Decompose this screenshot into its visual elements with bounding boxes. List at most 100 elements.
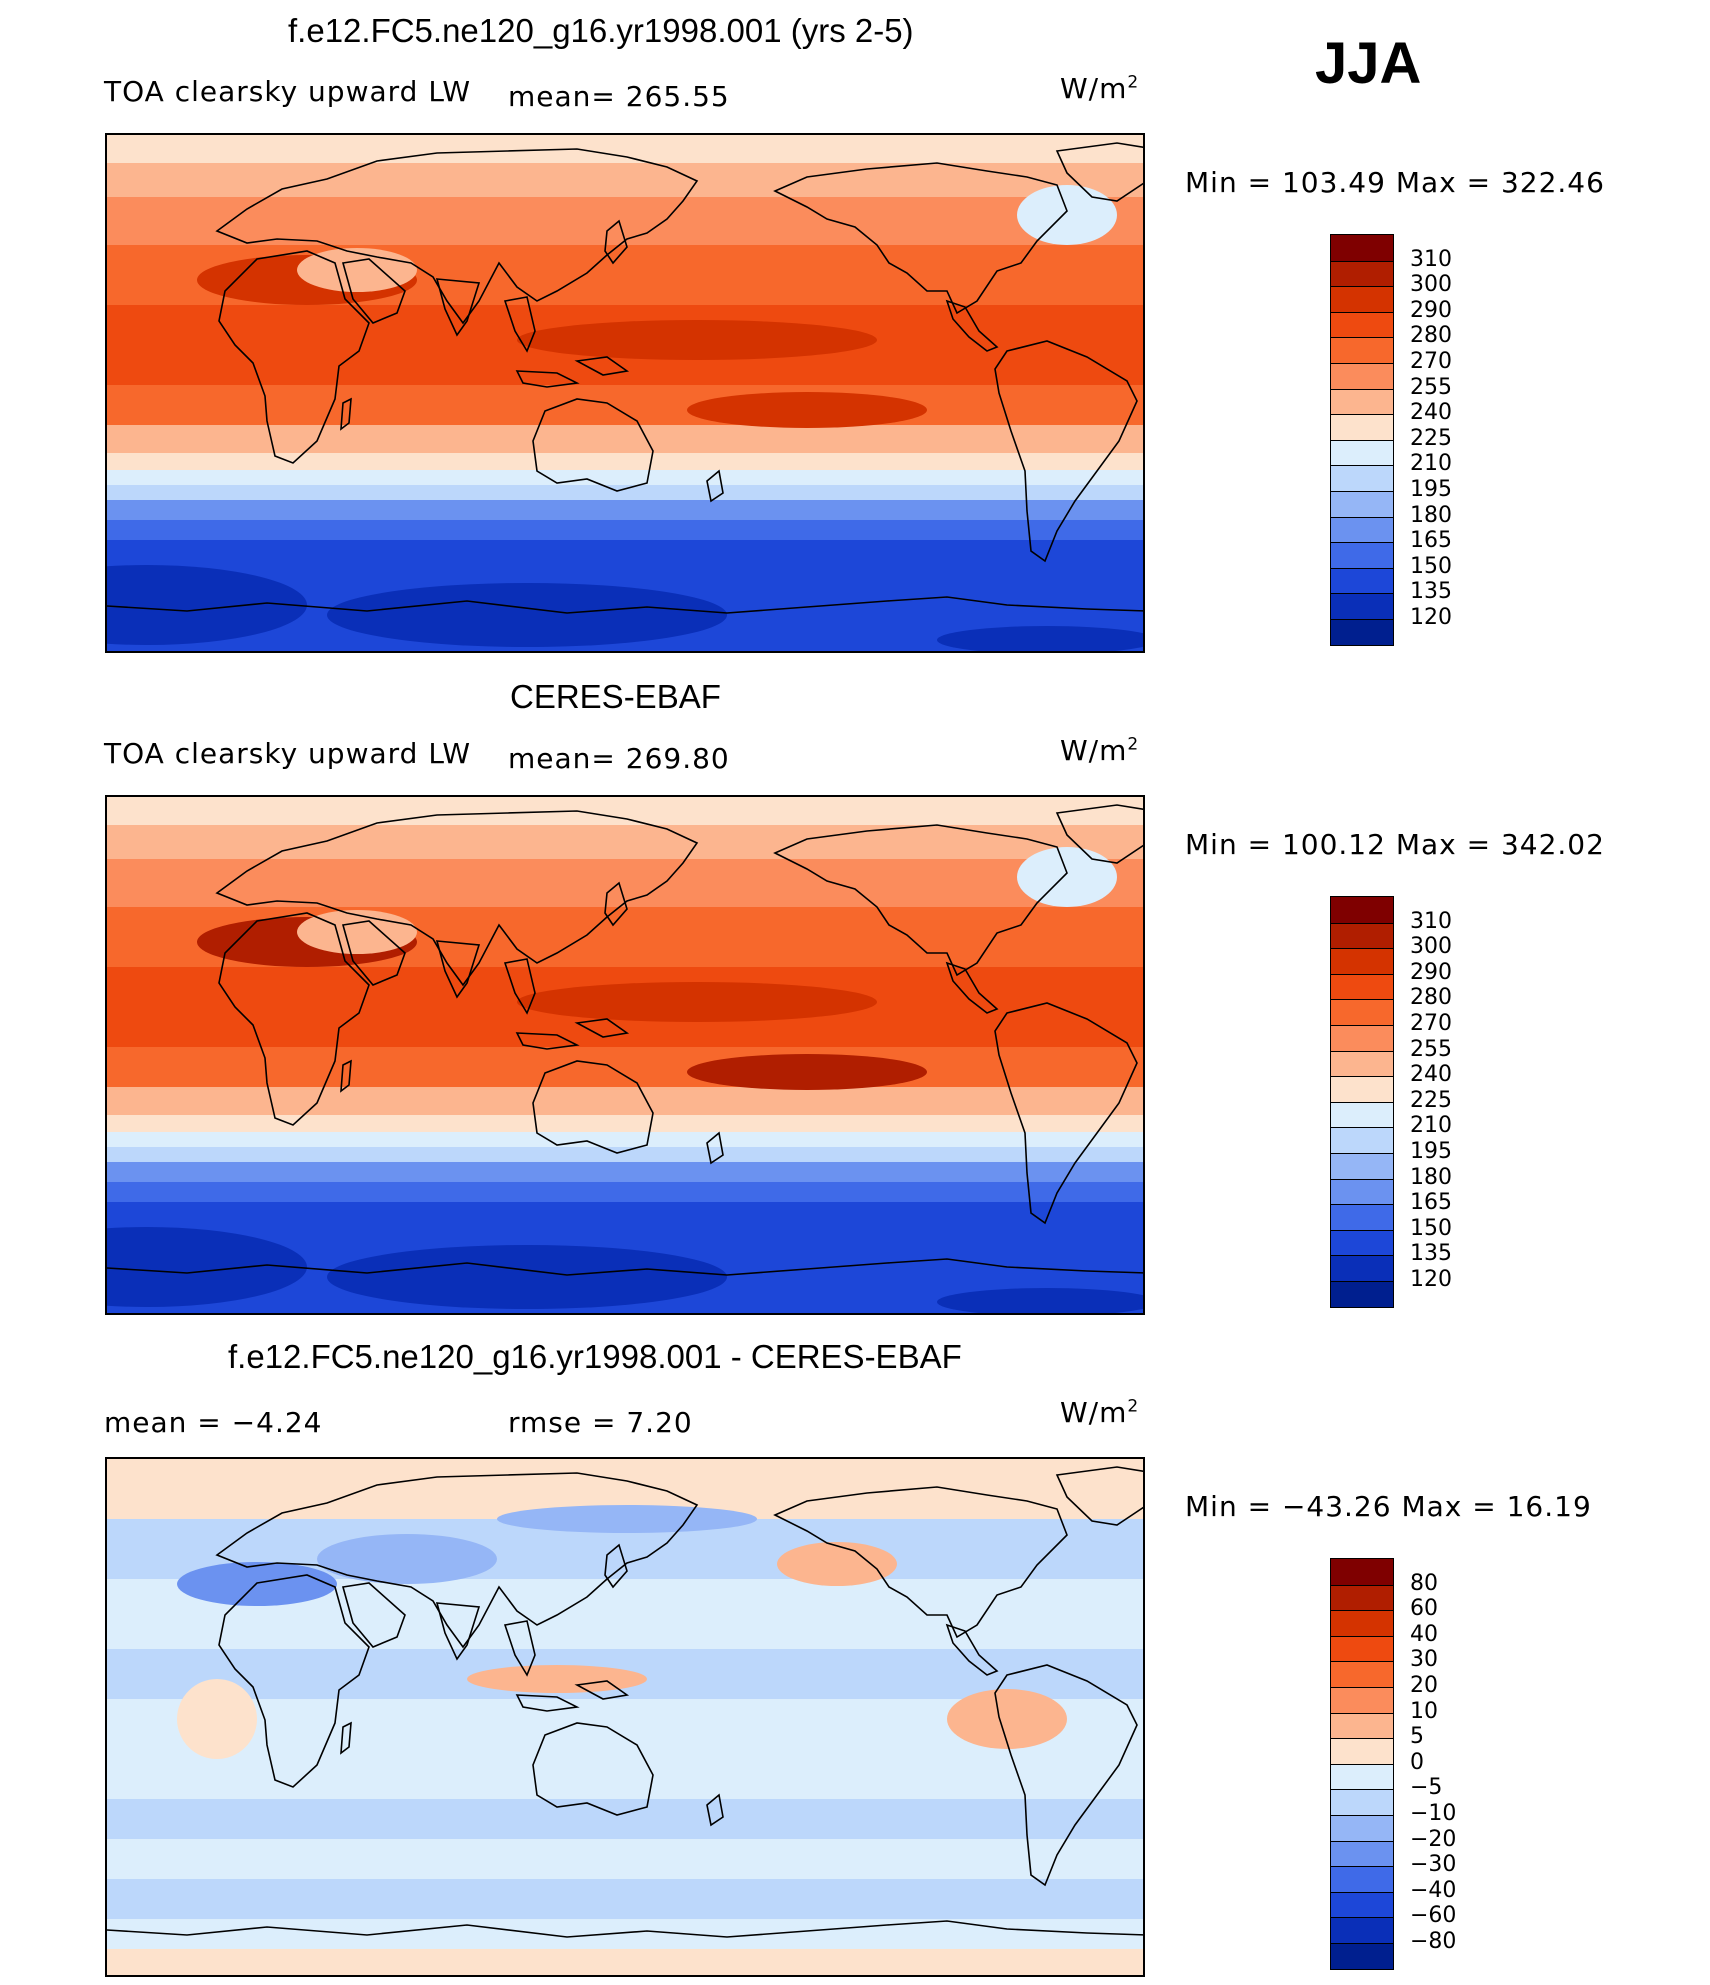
panel-3-rmse-label: rmse = 7.20 bbox=[508, 1406, 693, 1439]
colorbar-segment bbox=[1331, 593, 1393, 619]
colorbar-segment bbox=[1331, 286, 1393, 312]
colorbar-segment bbox=[1331, 1127, 1393, 1153]
colorbar-level-label: 135 bbox=[1410, 579, 1452, 605]
colorbar-segment bbox=[1331, 1942, 1393, 1969]
colorbar-level-label: 210 bbox=[1410, 1113, 1452, 1139]
colorbar-level-label: 150 bbox=[1410, 553, 1452, 579]
colorbar-level-label: 225 bbox=[1410, 425, 1452, 451]
colorbar-level-label: 195 bbox=[1410, 477, 1452, 502]
colorbar-level-label: 5 bbox=[1410, 1724, 1424, 1750]
colorbar-segment bbox=[1331, 1712, 1393, 1739]
colorbar-level-label: −5 bbox=[1410, 1775, 1443, 1801]
panel-3-title: f.e12.FC5.ne120_g16.yr1998.001 - CERES-E… bbox=[228, 1338, 962, 1375]
panel-1-mean-label: mean= 265.55 bbox=[508, 80, 730, 113]
colorbar-level-label: 270 bbox=[1410, 1011, 1452, 1036]
colorbar-level-label: −80 bbox=[1410, 1929, 1457, 1954]
colorbar-segment bbox=[1331, 1076, 1393, 1102]
colorbar-level-label: 310 bbox=[1410, 246, 1452, 272]
panel-3-units: W/m2 bbox=[1060, 1396, 1140, 1429]
colorbar-level-label: 195 bbox=[1410, 1139, 1452, 1164]
colorbar-segment bbox=[1331, 439, 1393, 466]
colorbar-level-label: 180 bbox=[1410, 1164, 1452, 1190]
colorbar-segment bbox=[1331, 618, 1393, 645]
panel-2-map bbox=[105, 795, 1145, 1315]
colorbar-level-label: 165 bbox=[1410, 528, 1452, 554]
colorbar-level-label: −30 bbox=[1410, 1852, 1457, 1878]
colorbar-level-label: −20 bbox=[1410, 1826, 1457, 1852]
colorbar-segment bbox=[1331, 311, 1393, 338]
colorbar-segment bbox=[1331, 1686, 1393, 1713]
colorbar-segment bbox=[1331, 337, 1393, 363]
colorbar-level-label: 0 bbox=[1410, 1749, 1424, 1775]
colorbar-level-label: 270 bbox=[1410, 349, 1452, 374]
colorbar-segment bbox=[1331, 1229, 1393, 1256]
colorbar-level-label: 290 bbox=[1410, 959, 1452, 985]
panel-2-minmax: Min = 100.12 Max = 342.02 bbox=[1185, 828, 1605, 861]
colorbar-segment bbox=[1331, 465, 1393, 491]
colorbar-level-label: 165 bbox=[1410, 1190, 1452, 1216]
panel-2-units: W/m2 bbox=[1060, 734, 1140, 767]
colorbar-segment bbox=[1331, 1152, 1393, 1179]
colorbar-level-label: 240 bbox=[1410, 400, 1452, 426]
colorbar-level-label: −10 bbox=[1410, 1801, 1457, 1826]
panel-3-map bbox=[105, 1457, 1145, 1977]
colorbar-segment bbox=[1331, 897, 1393, 923]
colorbar-segment bbox=[1331, 1024, 1393, 1051]
colorbar-segment bbox=[1331, 1917, 1393, 1943]
colorbar-level-label: 120 bbox=[1410, 605, 1452, 630]
colorbar-segment bbox=[1331, 362, 1393, 389]
colorbar-level-label: 80 bbox=[1410, 1570, 1438, 1596]
panel-3-minmax: Min = −43.26 Max = 16.19 bbox=[1185, 1490, 1592, 1523]
colorbar-segment bbox=[1331, 1204, 1393, 1230]
panel-3-mean-label: mean = −4.24 bbox=[104, 1406, 323, 1439]
colorbar-segment bbox=[1331, 1280, 1393, 1307]
panel-1-units: W/m2 bbox=[1060, 72, 1140, 105]
colorbar-segment bbox=[1331, 1101, 1393, 1128]
colorbar-level-label: 290 bbox=[1410, 297, 1452, 323]
colorbar-level-label: 210 bbox=[1410, 451, 1452, 477]
season-label: JJA bbox=[1315, 31, 1422, 96]
colorbar-level-label: 10 bbox=[1410, 1698, 1438, 1724]
panel-2-mean-label: mean= 269.80 bbox=[508, 742, 730, 775]
colorbar-segment bbox=[1331, 1584, 1393, 1611]
colorbar-level-label: 20 bbox=[1410, 1673, 1438, 1698]
colorbar-level-label: 310 bbox=[1410, 908, 1452, 934]
panel-1-minmax: Min = 103.49 Max = 322.46 bbox=[1185, 166, 1605, 199]
colorbar-segment bbox=[1331, 1840, 1393, 1867]
colorbar-segment bbox=[1331, 1178, 1393, 1205]
colorbar-segment bbox=[1331, 1789, 1393, 1815]
colorbar-level-label: 60 bbox=[1410, 1596, 1438, 1622]
colorbar-level-label: 135 bbox=[1410, 1241, 1452, 1267]
colorbar-segment bbox=[1331, 1050, 1393, 1077]
panel-2-variable-label: TOA clearsky upward LW bbox=[104, 737, 472, 770]
panel-1-variable-label: TOA clearsky upward LW bbox=[104, 75, 472, 108]
colorbar-level-label: 180 bbox=[1410, 502, 1452, 528]
colorbar-level-label: −40 bbox=[1410, 1877, 1457, 1903]
colorbar-level-label: 280 bbox=[1410, 323, 1452, 349]
colorbar-segment bbox=[1331, 542, 1393, 568]
colorbar-segment bbox=[1331, 948, 1393, 974]
colorbar-segment bbox=[1331, 388, 1393, 415]
colorbar-level-label: −60 bbox=[1410, 1903, 1457, 1929]
panel-1-colorbar bbox=[1330, 234, 1394, 646]
panel-2-colorbar bbox=[1330, 896, 1394, 1308]
colorbar-level-label: 255 bbox=[1410, 374, 1452, 400]
colorbar-segment bbox=[1331, 999, 1393, 1025]
panel-3-colorbar bbox=[1330, 1558, 1394, 1970]
colorbar-segment bbox=[1331, 1559, 1393, 1585]
colorbar-level-label: 120 bbox=[1410, 1267, 1452, 1292]
colorbar-level-label: 300 bbox=[1410, 934, 1452, 960]
colorbar-segment bbox=[1331, 1891, 1393, 1918]
panel-2-title: CERES-EBAF bbox=[510, 678, 721, 715]
colorbar-level-label: 280 bbox=[1410, 985, 1452, 1011]
colorbar-level-label: 300 bbox=[1410, 272, 1452, 298]
colorbar-level-label: 30 bbox=[1410, 1647, 1438, 1673]
colorbar-segment bbox=[1331, 1610, 1393, 1636]
colorbar-segment bbox=[1331, 1661, 1393, 1687]
colorbar-level-label: 255 bbox=[1410, 1036, 1452, 1062]
colorbar-segment bbox=[1331, 490, 1393, 517]
colorbar-segment bbox=[1331, 973, 1393, 1000]
colorbar-segment bbox=[1331, 1635, 1393, 1662]
colorbar-level-label: 150 bbox=[1410, 1215, 1452, 1241]
colorbar-level-label: 240 bbox=[1410, 1062, 1452, 1088]
